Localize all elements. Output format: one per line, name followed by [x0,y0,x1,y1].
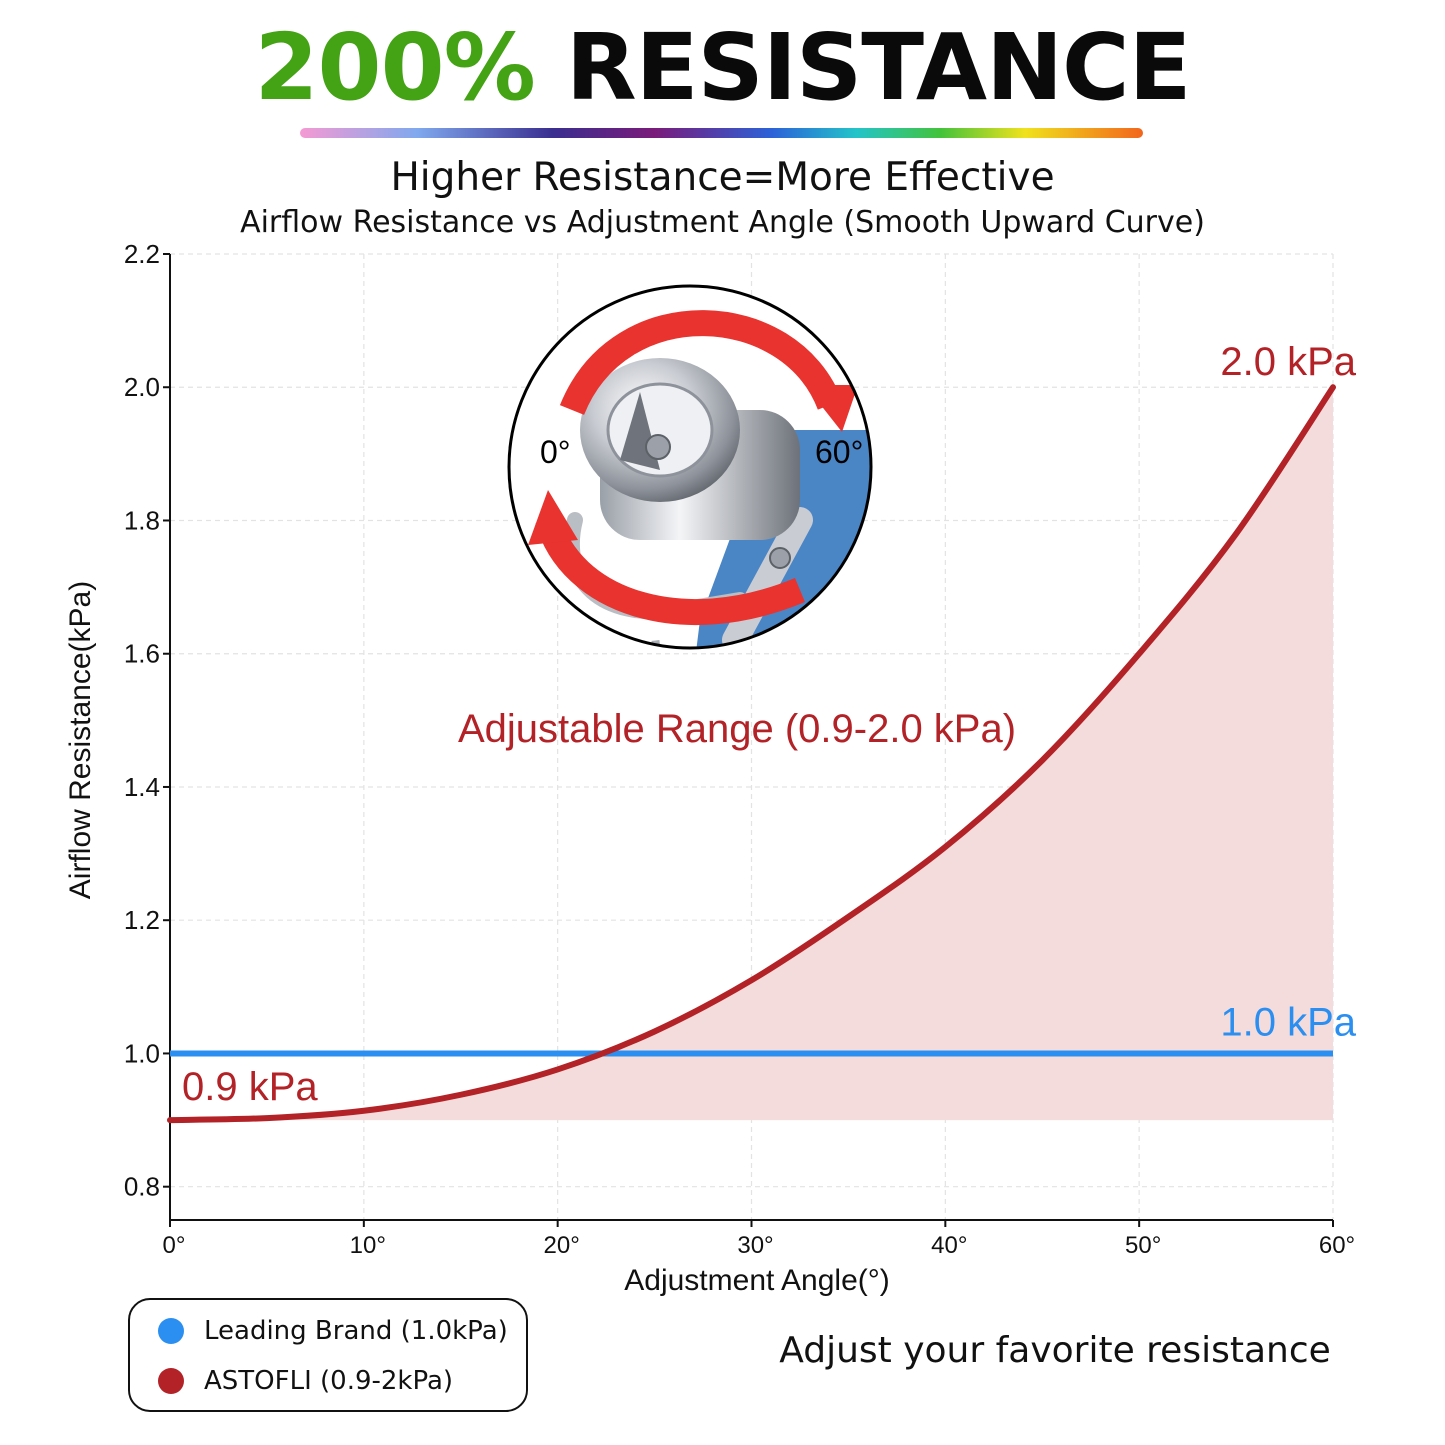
y-tick-label: 1.0 [124,1038,160,1068]
headline: 200% RESISTANCE [0,22,1445,114]
x-tick-label: 40° [931,1232,967,1259]
legend-dot-astofli [158,1368,184,1394]
y-tick-label: 1.4 [124,772,160,802]
rotation-arrow-bottom [535,516,805,626]
legend-label: ASTOFLI (0.9-2kPa) [204,1366,454,1396]
y-tick-label: 1.6 [124,639,160,669]
y-tick-label: 2.0 [124,372,160,402]
x-tick-label: 60° [1319,1232,1355,1259]
x-tick-label: 30° [737,1232,773,1259]
x-tick-label: 20° [544,1232,580,1259]
adjustable-range-area [170,387,1333,1121]
x-tick-label: 50° [1125,1232,1161,1259]
y-tick-label: 1.2 [124,905,160,935]
headline-rest: RESISTANCE [565,14,1192,121]
y-axis-label: Airflow Resistance(kPa) [64,581,97,899]
legend: Leading Brand (1.0kPa) ASTOFLI (0.9-2kPa… [128,1298,528,1412]
y-tick-label: 1.8 [124,505,160,535]
series-lines [167,384,1336,1124]
headline-accent: 200% [254,14,536,121]
x-axis-label: Adjustment Angle(°) [624,1264,889,1297]
x-tick-label: 0° [163,1232,186,1259]
x-tick-label: 10° [350,1232,386,1259]
tagline: Adjust your favorite resistance [779,1330,1331,1371]
y-tick-label: 0.8 [124,1172,160,1202]
legend-label: Leading Brand (1.0kPa) [204,1316,508,1346]
inset-label-start: 0° [540,434,571,470]
axes [163,253,1334,1227]
subtitle: Higher Resistance=More Effective [390,155,1055,200]
product-inset: 0° 60° [507,284,873,650]
end-label-astofli: 2.0 kPa [1220,340,1356,384]
rotation-arrow-top [559,310,843,416]
end-label-leading-brand: 1.0 kPa [1220,1000,1356,1044]
legend-item-astofli: ASTOFLI (0.9-2kPa) [158,1366,453,1396]
legend-item-leading-brand: Leading Brand (1.0kPa) [158,1316,508,1346]
rainbow-divider [300,128,1143,138]
y-tick-label: 2.2 [124,239,160,269]
data-labels: 2.0 kPa 0.9 kPa 1.0 kPa [182,340,1357,1109]
series-line-astofli [167,384,1336,1124]
chart-title: Airflow Resistance vs Adjustment Angle (… [240,205,1205,240]
start-label-astofli: 0.9 kPa [182,1065,318,1109]
tick-labels: 0° 10° 20° 30° 40° 50° 60° 0.8 1.0 1.2 1.4 1.6 1.8 2.… [124,239,1355,1259]
adjustable-range-label: Adjustable Range (0.9-2.0 kPa) [458,707,1016,751]
legend-dot-leading-brand [158,1318,184,1344]
inset-label-end: 60° [815,434,863,470]
